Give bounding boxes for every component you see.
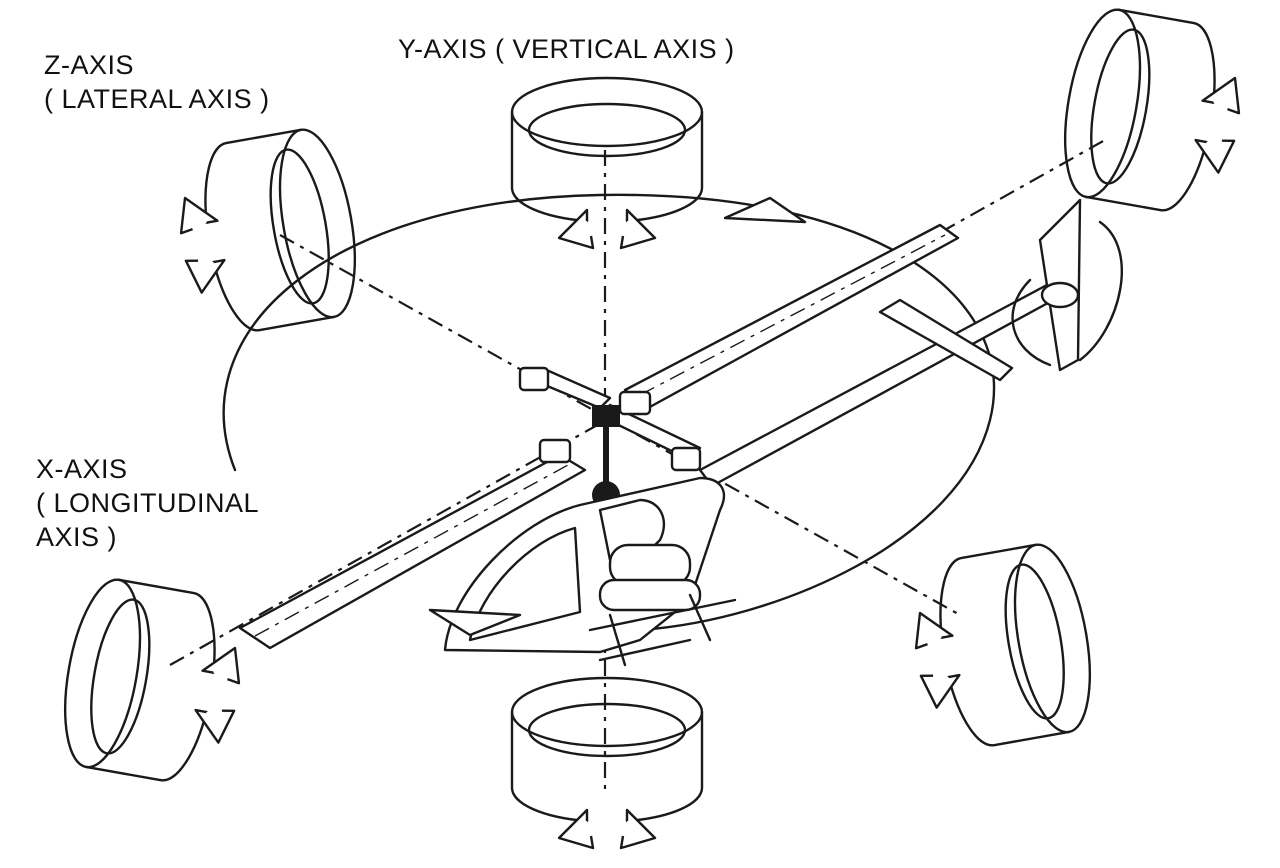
- lateral-axis-rotation-arrow-right: [900, 537, 1104, 757]
- rotor-hub: [518, 366, 702, 509]
- z-axis-label-line1: Z-AXIS: [44, 50, 135, 80]
- vertical-axis-rotation-arrow-top: [510, 76, 704, 250]
- z-axis-label: Z-AXIS ( LATERAL AXIS ): [44, 48, 270, 116]
- longitudinal-axis-rotation-arrow-left: [51, 572, 255, 792]
- x-axis-label: X-AXIS ( LONGITUDINAL AXIS ): [36, 452, 259, 554]
- rotor-disc: [222, 193, 996, 632]
- longitudinal-axis-rotation-arrow-right: [1051, 2, 1255, 222]
- helicopter-fuselage: [428, 476, 737, 667]
- z-axis-label-line2: ( LATERAL AXIS ): [44, 84, 270, 114]
- x-axis-label-line1: X-AXIS: [36, 454, 128, 484]
- vertical-axis-rotation-arrow-bottom: [510, 676, 704, 850]
- rotor-blade-left: [238, 453, 587, 650]
- x-axis-label-line3: AXIS ): [36, 522, 118, 552]
- x-axis-label-line2: ( LONGITUDINAL: [36, 488, 260, 518]
- y-axis-label: Y-AXIS ( VERTICAL AXIS ): [398, 32, 735, 66]
- y-axis-label-text: Y-AXIS ( VERTICAL AXIS ): [398, 34, 735, 64]
- tail-rotor: [1011, 198, 1123, 372]
- disc-direction-arrow: [723, 196, 807, 224]
